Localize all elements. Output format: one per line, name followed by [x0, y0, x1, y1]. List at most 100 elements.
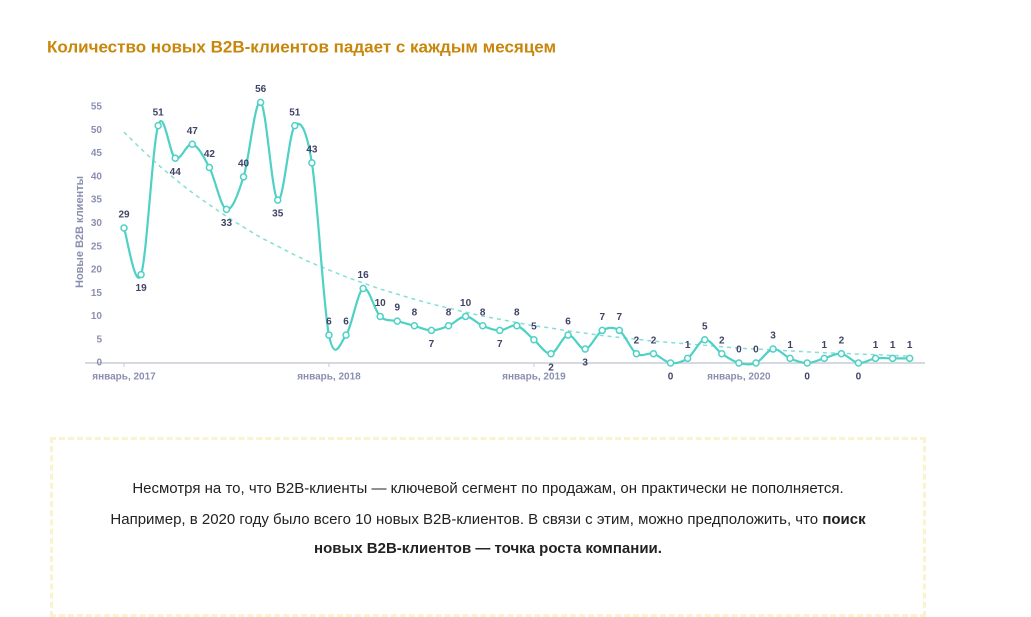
point	[547, 349, 555, 358]
point	[410, 322, 419, 330]
note-text: Например, в 2020 году было всего 10 новы…	[110, 511, 819, 528]
data-label: 51	[153, 107, 165, 118]
data-label: 5	[531, 321, 537, 332]
point	[564, 331, 572, 339]
point	[273, 196, 282, 204]
point	[325, 331, 333, 339]
point	[256, 98, 265, 107]
data-label: 44	[170, 167, 182, 178]
point	[291, 121, 299, 130]
point	[718, 349, 726, 358]
data-label: 56	[255, 84, 267, 95]
point	[239, 173, 248, 181]
data-label: 0	[753, 345, 759, 356]
y-tick-label: 55	[91, 102, 103, 113]
point	[359, 284, 367, 293]
note-box: Несмотря на то, что B2B-клиенты — ключев…	[50, 437, 926, 617]
data-label: 43	[306, 144, 318, 155]
data-label: 2	[839, 335, 845, 346]
y-tick-label: 50	[91, 125, 103, 136]
point	[820, 354, 829, 363]
data-label: 8	[412, 307, 418, 318]
point	[871, 354, 880, 363]
data-label: 1	[873, 340, 879, 351]
x-tick-label: январь, 2018	[297, 372, 361, 383]
x-tick-label: январь, 2017	[92, 372, 156, 383]
data-label: 5	[702, 321, 708, 332]
data-label: 0	[736, 345, 742, 356]
point	[666, 359, 675, 367]
point	[615, 326, 624, 335]
note-bold: поиск	[822, 511, 866, 528]
chart-title: Количество новых B2B-клиентов падает с к…	[47, 37, 556, 56]
point	[137, 270, 145, 279]
point	[376, 312, 384, 321]
data-label: 6	[326, 317, 332, 328]
data-label: 2	[651, 335, 657, 346]
data-label: 8	[514, 307, 520, 318]
point	[120, 224, 128, 232]
y-tick-label: 15	[91, 288, 103, 299]
data-label: 6	[565, 317, 571, 328]
data-label: 8	[446, 307, 452, 318]
data-label: 1	[890, 340, 896, 351]
point	[188, 140, 197, 148]
point	[171, 154, 179, 162]
data-label: 51	[289, 107, 301, 118]
data-label: 3	[582, 358, 588, 369]
note-line: Например, в 2020 году было всего 10 новы…	[53, 511, 923, 528]
point	[769, 345, 777, 353]
y-tick-label: 0	[96, 358, 102, 369]
point	[496, 326, 504, 335]
point	[905, 354, 914, 363]
note-line: Несмотря на то, что B2B-клиенты — ключев…	[132, 480, 844, 497]
y-tick-label: 30	[91, 218, 103, 229]
data-label: 3	[770, 331, 776, 342]
data-label: 42	[204, 149, 216, 160]
point	[837, 349, 846, 358]
data-label: 0	[668, 372, 674, 383]
point	[478, 322, 487, 330]
y-tick-label: 10	[91, 311, 103, 322]
point	[854, 359, 863, 367]
point	[632, 349, 641, 358]
data-label: 2	[719, 335, 725, 346]
y-tick-label: 35	[91, 195, 103, 206]
data-label: 40	[238, 158, 250, 169]
point	[308, 159, 316, 167]
data-label: 9	[394, 303, 400, 314]
data-label: 19	[136, 283, 148, 294]
data-label: 7	[429, 339, 435, 350]
data-label: 2	[548, 362, 554, 373]
point	[735, 359, 743, 367]
point	[154, 121, 162, 130]
point	[444, 322, 453, 330]
y-tick-label: 45	[91, 148, 103, 159]
point	[581, 345, 589, 353]
y-tick-label: 25	[91, 241, 103, 252]
data-label: 35	[272, 209, 284, 220]
data-label: 0	[804, 372, 810, 383]
data-label: 0	[856, 372, 862, 383]
point	[530, 335, 538, 344]
data-label: 10	[375, 298, 387, 309]
data-label: 47	[187, 126, 199, 137]
data-label: 7	[599, 312, 605, 323]
point	[786, 354, 794, 363]
data-label: 1	[821, 340, 827, 351]
data-label: 1	[685, 340, 691, 351]
point	[393, 317, 402, 325]
data-label: 29	[118, 210, 130, 221]
point	[513, 322, 521, 330]
point	[598, 326, 606, 335]
point	[752, 359, 760, 367]
x-tick-label: январь, 2020	[707, 372, 771, 383]
point	[205, 163, 214, 172]
data-label: 2	[634, 335, 640, 346]
y-tick-label: 40	[91, 171, 103, 182]
data-label: 33	[221, 218, 233, 229]
chart: Количество новых B2B-клиентов падает с к…	[47, 37, 925, 383]
point	[461, 312, 470, 321]
point	[683, 354, 692, 363]
